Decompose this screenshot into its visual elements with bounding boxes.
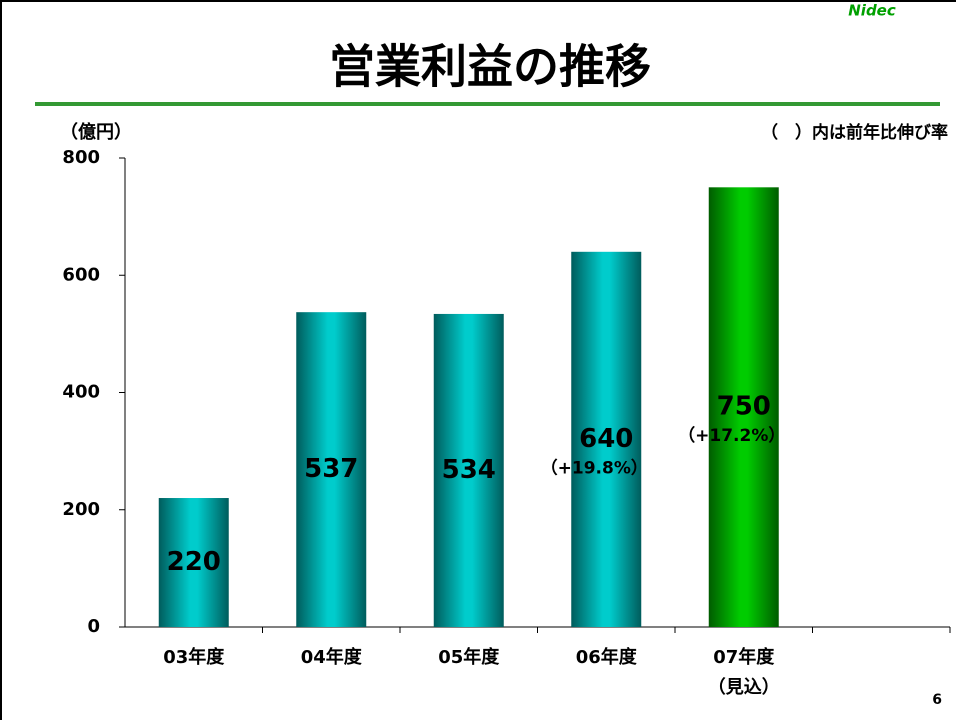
bar — [158, 498, 229, 627]
growth-label: （+17.2%） — [678, 425, 785, 446]
x-tick-label: 04年度 — [301, 646, 363, 668]
x-tick-label: 05年度 — [438, 646, 500, 668]
y-tick-label: 0 — [87, 616, 100, 637]
page-number: 6 — [932, 692, 942, 708]
category-note: （見込） — [708, 677, 780, 698]
logo: Nidec — [848, 2, 896, 20]
x-tick-label: 06年度 — [576, 646, 638, 668]
y-tick-label: 600 — [62, 264, 100, 285]
value-label: 640 — [579, 424, 633, 454]
x-tick-label: 03年度 — [163, 646, 225, 668]
bar — [433, 313, 504, 627]
x-tick-label: 07年度 — [713, 646, 775, 668]
bar — [571, 251, 642, 628]
bar — [708, 187, 779, 627]
value-label: 537 — [304, 454, 358, 484]
value-label: 534 — [442, 455, 496, 485]
y-tick-label: 800 — [62, 147, 100, 168]
value-label: 750 — [717, 392, 771, 422]
growth-label: （+19.8%） — [541, 457, 648, 478]
y-tick-label: 200 — [62, 499, 100, 520]
value-label: 220 — [167, 547, 221, 577]
note: （ ）内は前年比伸び率 — [761, 122, 948, 143]
bar — [296, 312, 367, 627]
y-tick-label: 400 — [62, 382, 100, 403]
y-axis-label: （億円） — [60, 121, 132, 143]
chart-title: 営業利益の推移 — [329, 40, 651, 94]
